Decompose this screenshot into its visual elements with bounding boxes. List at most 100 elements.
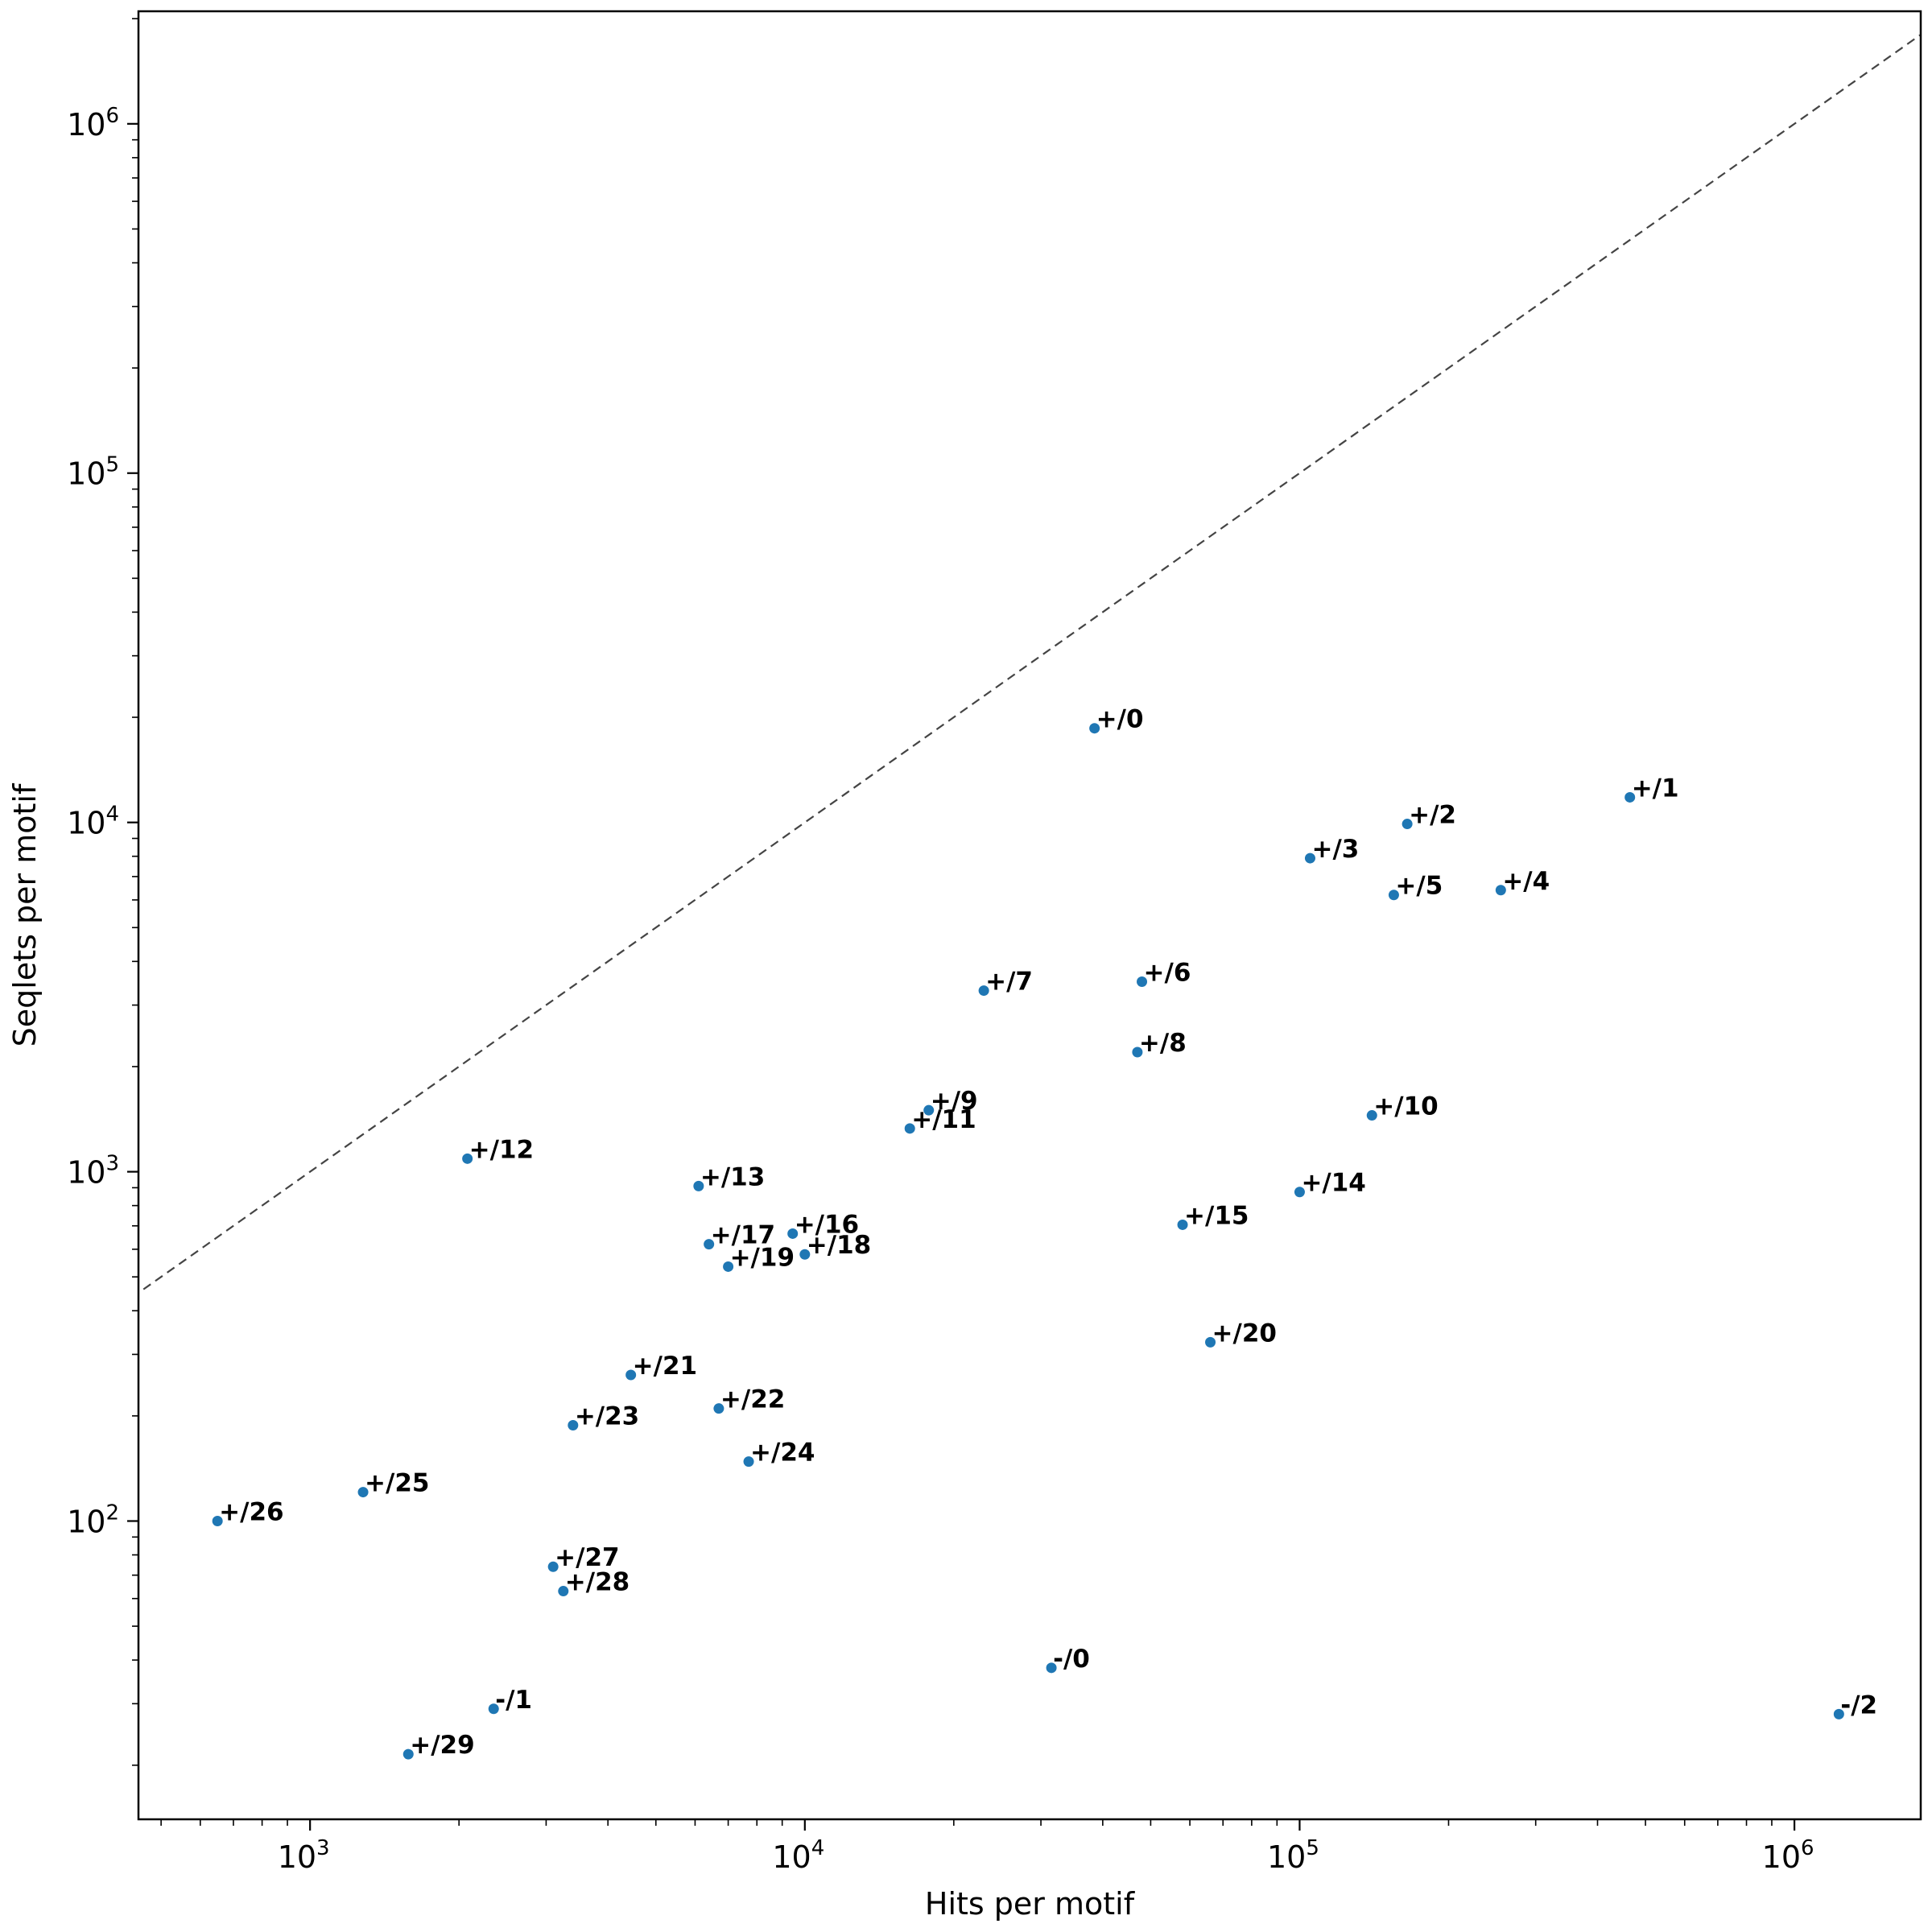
data-point [1388, 890, 1399, 901]
x-tick-base: 10 [772, 1839, 811, 1875]
data-point [1366, 1110, 1377, 1121]
data-point-label: +/9 [931, 1087, 978, 1116]
data-point [704, 1239, 715, 1250]
data-point-label: +/17 [711, 1221, 775, 1250]
data-point-label: +/20 [1212, 1319, 1277, 1348]
y-tick-exponent: 4 [105, 803, 119, 827]
x-tick-exponent: 6 [1801, 1836, 1814, 1860]
data-point [625, 1369, 637, 1381]
x-tick-exponent: 4 [811, 1836, 825, 1860]
data-point [1046, 1662, 1057, 1674]
x-tick-label: 106 [1762, 1836, 1814, 1875]
data-point [568, 1420, 579, 1431]
y-tick-base: 10 [67, 806, 105, 841]
y-tick-exponent: 5 [105, 453, 119, 477]
data-point [558, 1586, 569, 1597]
data-point-label: +/12 [469, 1135, 534, 1164]
data-point-label: +/14 [1301, 1169, 1365, 1198]
data-point-label: +/1 [1632, 774, 1679, 803]
data-point [212, 1515, 223, 1526]
data-point-label: +/10 [1373, 1092, 1438, 1121]
y-tick-base: 10 [67, 107, 105, 142]
data-point [787, 1228, 799, 1239]
y-tick-exponent: 6 [105, 104, 119, 128]
data-point-label: +/22 [720, 1385, 785, 1414]
data-point-label: +/11 [911, 1105, 976, 1134]
data-point [1402, 819, 1413, 830]
x-axis-title: Hits per motif [925, 1886, 1136, 1922]
data-point [357, 1487, 369, 1498]
data-point [923, 1104, 935, 1116]
x-tick-label: 105 [1267, 1836, 1319, 1875]
data-point-label: +/8 [1139, 1029, 1187, 1058]
data-points [212, 723, 1844, 1760]
data-point-label: +/26 [219, 1497, 283, 1526]
data-point-label: +/21 [633, 1352, 697, 1381]
data-point [743, 1456, 754, 1468]
y-tick-label: 103 [67, 1152, 119, 1191]
data-point [1294, 1187, 1305, 1198]
y-tick-label: 105 [67, 453, 119, 492]
data-point-label: +/6 [1144, 958, 1191, 987]
data-point-label: +/28 [565, 1568, 630, 1597]
data-point-label: +/19 [730, 1243, 795, 1272]
data-point [1137, 976, 1148, 987]
point-labels: +/0 +/1 +/2 +/3 +/4 +/5 +/6 +/7 +/8 +/9 +/10 +/11 +/… [219, 705, 1877, 1760]
data-point [799, 1249, 811, 1260]
data-point [1624, 791, 1636, 803]
data-point-label: +/24 [750, 1439, 815, 1468]
data-point [402, 1748, 414, 1760]
data-point-label: +/15 [1184, 1201, 1249, 1230]
x-tick-base: 10 [1762, 1839, 1801, 1875]
data-point [693, 1180, 704, 1191]
data-point-label: +/29 [410, 1731, 474, 1760]
data-point [978, 985, 989, 997]
data-point [488, 1703, 499, 1715]
data-point-label: -/2 [1840, 1690, 1877, 1719]
data-point [462, 1153, 473, 1164]
y-tick-base: 10 [67, 1155, 105, 1191]
data-point-label: +/2 [1409, 801, 1456, 830]
data-point [904, 1123, 915, 1134]
x-tick-exponent: 5 [1306, 1836, 1319, 1860]
data-point-label: +/0 [1096, 705, 1144, 734]
data-point [1132, 1046, 1143, 1058]
y-tick-label: 104 [67, 803, 119, 841]
data-point-label: +/13 [700, 1162, 765, 1191]
x-tick-label: 103 [278, 1836, 330, 1875]
data-point-label: -/1 [495, 1686, 532, 1715]
data-point [1304, 852, 1315, 864]
y-tick-base: 10 [67, 456, 105, 492]
data-point [1833, 1708, 1844, 1719]
data-point-label: +/16 [795, 1210, 859, 1239]
y-axis-title: Seqlets per motif [7, 782, 43, 1046]
x-tick-label: 104 [772, 1836, 824, 1875]
data-point [1089, 723, 1100, 734]
data-point [547, 1561, 559, 1572]
y-tick-exponent: 3 [105, 1152, 119, 1176]
data-point-label: +/25 [365, 1469, 429, 1498]
data-point [713, 1403, 724, 1414]
data-point [1177, 1219, 1188, 1230]
data-point-label: +/23 [575, 1402, 639, 1431]
data-point [1495, 885, 1506, 896]
x-tick-base: 10 [278, 1839, 316, 1875]
x-tick-base: 10 [1267, 1839, 1306, 1875]
data-point [1205, 1336, 1216, 1348]
minor-ticks [132, 18, 1773, 1826]
data-point-label: +/18 [807, 1231, 871, 1260]
data-point [723, 1261, 734, 1272]
y-tick-label: 106 [67, 104, 119, 142]
y-tick-base: 10 [67, 1504, 105, 1539]
data-point-label: +/7 [985, 968, 1033, 997]
data-point-label: +/5 [1395, 872, 1443, 901]
data-point-label: +/27 [555, 1543, 619, 1572]
data-point-label: +/3 [1311, 835, 1359, 864]
data-point-label: +/4 [1502, 867, 1550, 896]
x-tick-exponent: 3 [316, 1836, 330, 1860]
